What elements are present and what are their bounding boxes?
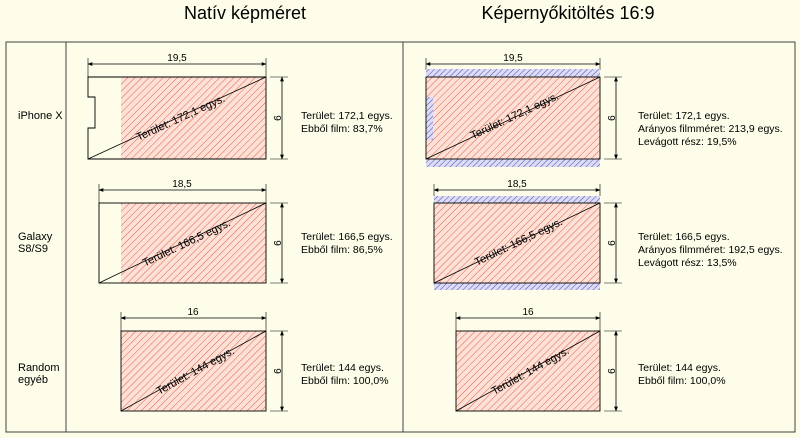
iphone-x-fill-info: Terület: 172,1 egys. Arányos filmméret: … xyxy=(638,110,786,148)
film-area xyxy=(121,77,266,159)
random-native-info: Terület: 144 egys. Ebből film: 100,0% xyxy=(301,362,389,387)
column-title-native: Natív képméret xyxy=(184,3,306,23)
screen-outline xyxy=(425,76,601,160)
iphone-x-fill-diagram: 19,5 Terület: 172,1 egys. 9 xyxy=(425,53,622,167)
row-label-random: Random egyéb xyxy=(18,362,63,386)
width-dimension-label: 16 xyxy=(187,307,199,318)
galaxy-native-diagram: 18,5 Terület: 166,5 egys. 9 xyxy=(98,179,288,284)
width-dimension-label: 19,5 xyxy=(167,53,187,64)
diagonal-line xyxy=(87,76,267,160)
screen-outline xyxy=(433,202,601,284)
width-dimension-label: 18,5 xyxy=(507,179,527,190)
row-label-galaxy: Galaxy S8/S9 xyxy=(18,231,55,255)
diagonal-line xyxy=(98,202,267,284)
cropped-area-bottom xyxy=(434,283,600,290)
diagonal-line xyxy=(455,330,601,412)
diagonal-line xyxy=(120,330,267,412)
galaxy-fill-diagram: 18,5 Terület: 166,5 egys. 9 xyxy=(433,179,622,290)
screen-outline xyxy=(98,202,267,284)
width-dimension-label: 18,5 xyxy=(172,179,192,190)
screen-outline xyxy=(87,76,267,160)
column-title-fill: Képernyőkitöltés 16:9 xyxy=(481,3,654,23)
random-fill-diagram: 16 Terület: 144 egys. 9 xyxy=(455,307,622,412)
height-dimension-label: 9 xyxy=(605,240,616,246)
notch-area xyxy=(426,97,433,140)
screen-outline xyxy=(455,330,601,412)
galaxy-native-info: Terület: 166,5 egys. Ebből film: 86,5% xyxy=(301,231,396,256)
cropped-area-bottom xyxy=(426,159,600,167)
iphone-x-native-diagram: 19,5 Terület: 172,1 egys. 9 xyxy=(87,53,288,160)
film-area xyxy=(121,203,266,283)
height-dimension-label: 9 xyxy=(605,115,616,121)
cropped-area-top xyxy=(434,196,600,203)
height-dimension-label: 9 xyxy=(271,115,282,121)
iphone-x-native-info: Terület: 172,1 egys. Ebből film: 83,7% xyxy=(301,110,396,135)
cropped-area-top xyxy=(426,69,600,77)
random-fill-info: Terület: 144 egys. Ebből film: 100,0% xyxy=(638,362,726,387)
diagonal-line xyxy=(433,202,601,284)
diagonal-line xyxy=(425,76,601,160)
height-dimension-label: 9 xyxy=(271,240,282,246)
height-dimension-label: 9 xyxy=(271,368,282,374)
width-dimension-label: 19,5 xyxy=(503,53,523,64)
random-native-diagram: 16 Terület: 144 egys. 9 xyxy=(120,307,288,412)
galaxy-fill-info: Terület: 166,5 egys. Arányos filmméret: … xyxy=(638,231,786,269)
screen-outline xyxy=(120,330,267,412)
height-dimension-label: 9 xyxy=(605,368,616,374)
table-frame xyxy=(5,41,796,433)
row-label-iphone-x: iPhone X xyxy=(18,110,63,122)
width-dimension-label: 16 xyxy=(522,307,534,318)
